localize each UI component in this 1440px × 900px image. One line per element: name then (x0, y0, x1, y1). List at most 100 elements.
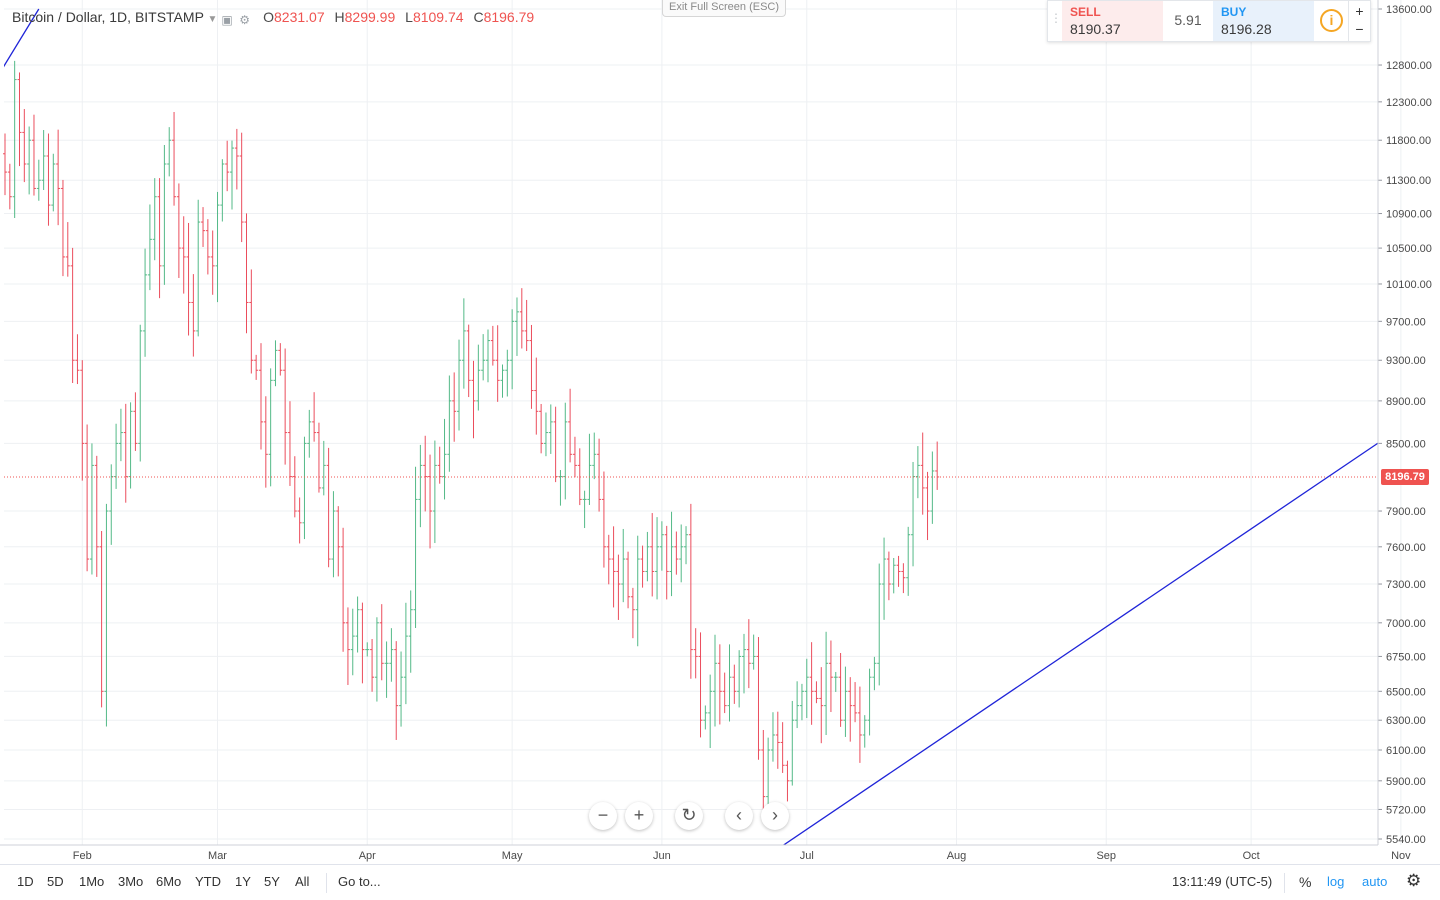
ohlc-bar (655, 517, 660, 600)
ohlc-bar (640, 545, 645, 588)
ohlc-bar (56, 129, 61, 226)
info-icon[interactable]: i (1320, 9, 1343, 32)
goto-button[interactable]: Go to... (338, 874, 381, 889)
ohlc-bar (901, 563, 906, 594)
zoom-in-button[interactable]: + (1355, 3, 1364, 19)
ohlc-bar (423, 435, 428, 512)
ohlc-bar (572, 436, 577, 478)
ohlc-bar (804, 658, 809, 718)
ohlc-bar (514, 297, 519, 356)
buy-price: 8196.28 (1221, 21, 1272, 37)
range-6mo[interactable]: 6Mo (156, 874, 182, 889)
ohlc-bar (703, 705, 708, 730)
zoom-out-button[interactable]: − (1355, 21, 1364, 37)
chart-zoom-in-button[interactable]: + (625, 802, 653, 830)
scroll-back-button[interactable]: ‹ (725, 802, 753, 830)
ohlc-bar (896, 555, 901, 587)
ohlc-bar (708, 674, 713, 749)
chart-reset-button[interactable]: ↻ (675, 802, 703, 830)
exit-fullscreen-button[interactable]: Exit Full Screen (ESC) (662, 0, 786, 17)
gear-small-icon[interactable]: ⚙ (239, 13, 250, 27)
log-toggle[interactable]: log (1327, 874, 1345, 889)
ohlc-bar (186, 222, 191, 336)
ohlc-bar (630, 587, 635, 639)
ohlc-bar (597, 438, 602, 512)
ohlc-bar (741, 633, 746, 694)
chart-zoom-out-button[interactable]: − (589, 802, 617, 830)
ohlc-bar (886, 551, 891, 601)
ohlc-bar (437, 446, 442, 484)
price-tick-label: 8500.00 (1386, 438, 1426, 450)
ohlc-bar (519, 288, 524, 349)
current-price-badge: 8196.79 (1381, 469, 1429, 485)
ohlc-bar (828, 640, 833, 713)
clock-time[interactable]: 13:11:49 (UTC-5) (1172, 874, 1273, 889)
ohlc-bar (118, 408, 123, 462)
ohlc-bar (3, 133, 7, 196)
range-5d[interactable]: 5D (47, 874, 64, 889)
panel-zoom: + − (1348, 1, 1370, 41)
ohlc-bar (534, 357, 539, 435)
ohlc-bar (442, 418, 447, 500)
ohlc-bar (75, 334, 80, 385)
range-1d[interactable]: 1D (17, 874, 34, 889)
price-tick-label: 7600.00 (1386, 542, 1426, 554)
ohlc-bar (582, 490, 587, 529)
time-tick-label: Jun (653, 850, 671, 862)
ohlc-bar (713, 634, 718, 727)
range-all[interactable]: All (295, 874, 310, 889)
buy-button[interactable]: BUY 8196.28 (1213, 1, 1314, 41)
range-3mo[interactable]: 3Mo (118, 874, 144, 889)
range-1y[interactable]: 1Y (235, 874, 251, 889)
ohlc-bar (911, 461, 916, 567)
ohlc-bar (693, 628, 698, 679)
ohlc-bar (746, 619, 751, 689)
ohlc-bar (915, 446, 920, 499)
ohlc-bar (553, 406, 558, 483)
ohlc-bar (659, 521, 664, 571)
ohlc-bar (592, 432, 597, 480)
gear-icon[interactable]: ⚙ (1406, 871, 1422, 890)
ohlc-bar (365, 642, 370, 657)
time-tick-label: Oct (1243, 850, 1260, 862)
ohlc-bar (403, 602, 408, 705)
symbol-title[interactable]: Bitcoin / Dollar, 1D, BITSTAMP (12, 9, 204, 25)
price-chart[interactable]: 5540.00 5720.00 5900.00 6100.00 6300.00 6500.… (0, 0, 1440, 864)
ohlc-bar (674, 531, 679, 575)
low-label: L (405, 9, 413, 25)
price-axis: 5540.00 5720.00 5900.00 6100.00 6300.00 6500.… (1377, 0, 1432, 846)
trading-panel: ⋮⋮ SELL 8190.37 5.91 BUY 8196.28 i + − (1047, 0, 1371, 42)
ohlc-bar (722, 672, 727, 714)
ohlc-bar (196, 199, 201, 337)
settings-square-icon[interactable]: ▣ (221, 13, 233, 27)
trendlines (4, 8, 1378, 845)
ohlc-bar (408, 590, 413, 673)
ohlc-bar (510, 309, 515, 390)
chart-grid (4, 0, 1402, 845)
ohlc-bar (490, 325, 495, 366)
percent-toggle[interactable]: % (1299, 874, 1312, 890)
price-tick-label: 9700.00 (1386, 316, 1426, 328)
time-tick-label: Nov (1391, 850, 1411, 862)
symbol-dropdown-icon[interactable]: ▼ (207, 14, 218, 25)
time-tick-label: May (502, 850, 523, 862)
ohlc-bar (616, 554, 621, 620)
ohlc-bar (17, 72, 22, 167)
ohlc-bar (249, 269, 254, 374)
range-5y[interactable]: 5Y (264, 874, 280, 889)
ohlc-bar (104, 503, 109, 727)
ohlc-bar (109, 464, 114, 545)
range-1mo[interactable]: 1Mo (79, 874, 105, 889)
auto-toggle[interactable]: auto (1362, 874, 1388, 889)
price-tick-label: 12800.00 (1386, 60, 1432, 72)
price-tick-label: 5900.00 (1386, 776, 1426, 788)
sell-button[interactable]: SELL 8190.37 (1062, 1, 1163, 41)
time-axis: Feb Mar Apr May Jun Jul Aug Sep Oct Nov (0, 844, 1411, 862)
ohlc-bar (819, 667, 824, 744)
open-label: O (263, 9, 275, 25)
range-ytd[interactable]: YTD (195, 874, 221, 889)
price-tick-label: 9300.00 (1386, 355, 1426, 367)
price-tick-label: 6300.00 (1386, 715, 1426, 727)
ohlc-bar (857, 686, 862, 763)
scroll-forward-button[interactable]: › (761, 802, 789, 830)
